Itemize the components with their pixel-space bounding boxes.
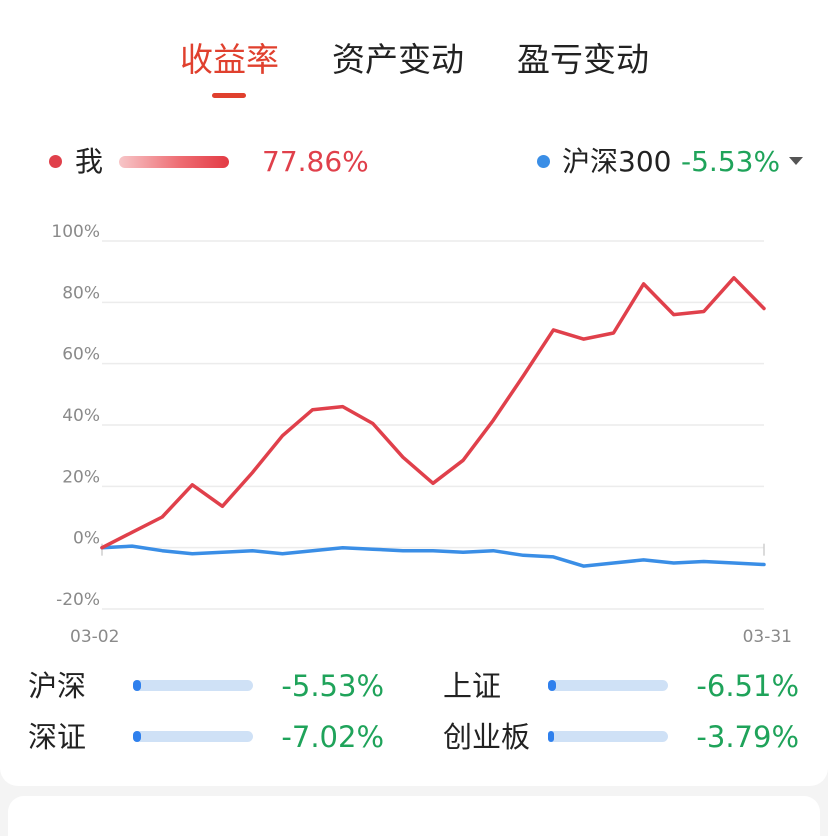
benchmark-series-label[interactable]: 沪深300 [562,145,672,178]
return-line-chart: 100% 80% 60% 40% 20% 0% -20% 03-02 03-31 [51,222,792,647]
y-tick-label: 80% [62,283,100,303]
active-tab-indicator [212,93,246,98]
y-tick-label: -20% [56,590,100,610]
my-return-line [100,276,766,550]
y-tick-label: 100% [51,222,100,242]
index-bar-hs [133,680,253,691]
y-tick-label: 40% [62,406,100,426]
benchmark-line [100,544,766,568]
y-tick-label: 60% [62,345,100,365]
y-tick-label: 20% [62,467,100,487]
index-name-hs: 沪深 [28,669,87,703]
benchmark-series-dot [537,155,550,168]
x-tick-start: 03-02 [70,627,119,647]
benchmark-return-value: -5.53% [681,145,781,178]
index-name-sz: 深证 [28,720,87,754]
index-name-cyb: 创业板 [443,720,531,754]
index-bar-cyb [548,731,668,742]
my-series-dot [49,155,62,168]
tab-asset-change[interactable]: 资产变动 [332,40,464,79]
index-value-cyb: -3.79% [696,720,799,754]
index-name-sh: 上证 [443,669,502,703]
my-return-value: 77.86% [262,145,369,178]
y-tick-label: 0% [73,529,100,549]
my-series-swatch-bar [119,156,229,168]
index-bar-sh [548,680,668,691]
my-series-label: 我 [75,145,104,178]
x-tick-end: 03-31 [743,627,792,647]
index-value-hs: -5.53% [281,669,384,703]
returns-card: 收益率 资产变动 盈亏变动 我 77.86% 沪深300 -5.53% 100%… [0,0,828,786]
tab-profit-loss-change[interactable]: 盈亏变动 [517,40,649,79]
tab-return-rate[interactable]: 收益率 [180,40,279,79]
benchmark-dropdown-caret-icon[interactable] [789,157,803,165]
index-bar-sz [133,731,253,742]
index-value-sh: -6.51% [696,669,799,703]
index-value-sz: -7.02% [281,720,384,754]
next-card-edge [8,796,820,836]
